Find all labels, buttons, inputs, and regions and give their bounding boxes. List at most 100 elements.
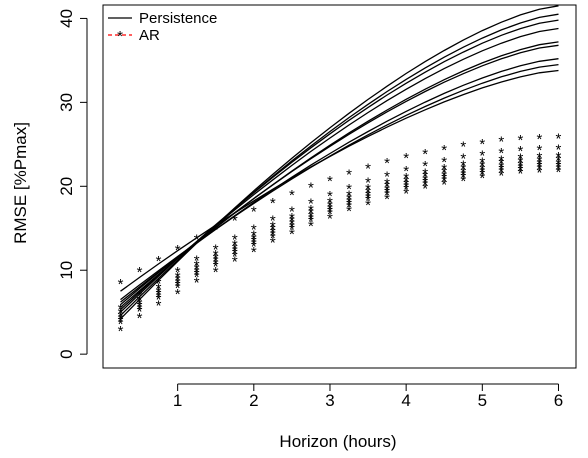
y-tick-label: 30 xyxy=(57,93,76,112)
ar-point: * xyxy=(460,161,466,178)
ar-point: * xyxy=(346,188,352,205)
ar-point: * xyxy=(327,206,333,223)
ar-point: * xyxy=(232,237,238,254)
ar-point: * xyxy=(156,280,162,297)
ar-point: * xyxy=(251,203,257,220)
ar-point: * xyxy=(137,301,143,318)
ar-point: * xyxy=(194,261,200,278)
ar-point: * xyxy=(517,157,523,174)
ar-point: * xyxy=(365,185,371,202)
ar-point: * xyxy=(175,280,181,297)
ar-point: * xyxy=(498,156,504,173)
ar-point: * xyxy=(213,242,219,259)
ar-point: * xyxy=(537,131,543,148)
ar-point: * xyxy=(498,134,504,151)
ar-point: * xyxy=(479,161,485,178)
ar-point: * xyxy=(118,309,124,326)
legend-label: AR xyxy=(139,27,160,44)
ar-point: * xyxy=(460,169,466,186)
ar-point: * xyxy=(556,149,562,166)
ar-point: * xyxy=(537,142,543,159)
ar-point: * xyxy=(213,222,219,239)
ar-point: * xyxy=(289,204,295,221)
ar-point: * xyxy=(346,166,352,183)
ar-point: * xyxy=(460,164,466,181)
ar-point: * xyxy=(346,203,352,220)
ar-point: * xyxy=(422,177,428,194)
ar-point: * xyxy=(556,156,562,173)
ar-point: * xyxy=(156,284,162,301)
ar-point: * xyxy=(498,167,504,184)
ar-point: * xyxy=(327,188,333,205)
ar-point: * xyxy=(498,152,504,169)
ar-point: * xyxy=(403,173,409,190)
ar-point: * xyxy=(498,162,504,179)
ar-point: * xyxy=(251,227,257,244)
ar-point: * xyxy=(289,187,295,204)
ar-point: * xyxy=(251,234,257,251)
ar-point: * xyxy=(384,182,390,199)
persistence-curve-4 xyxy=(120,27,559,311)
ar-point: * xyxy=(556,158,562,175)
x-tick-label: 2 xyxy=(249,391,258,410)
ar-point: * xyxy=(156,289,162,306)
ar-point: * xyxy=(346,181,352,198)
y-axis-label: RMSE [%Pmax] xyxy=(11,122,30,244)
ar-series-8: ********** * * * * * * * * * * * * * * xyxy=(118,164,562,340)
persistence-curve-3 xyxy=(120,19,559,313)
ar-point: * xyxy=(118,316,124,333)
ar-point: * xyxy=(289,213,295,230)
ar-point: * xyxy=(460,158,466,175)
persistence-curve-5 xyxy=(120,41,559,308)
ar-point: * xyxy=(537,156,543,173)
ar-point: * xyxy=(479,166,485,183)
ar-point: * xyxy=(346,191,352,208)
ar-point: * xyxy=(365,188,371,205)
y-tick-label: 40 xyxy=(57,9,76,28)
ar-point: * xyxy=(156,286,162,303)
ar-point: * xyxy=(403,186,409,203)
y-tick-label: 0 xyxy=(57,349,76,358)
ar-point: * xyxy=(346,199,352,216)
ar-point: * xyxy=(365,193,371,210)
ar-point: * xyxy=(289,210,295,227)
ar-point: * xyxy=(441,173,447,190)
ar-point: * xyxy=(403,179,409,196)
axes: 1 2 3 4 5 6 0 10 20 30 40 xyxy=(57,9,563,410)
ar-point: * xyxy=(517,132,523,149)
ar-point: * xyxy=(384,155,390,172)
ar-point: * xyxy=(498,159,504,176)
ar-point: * xyxy=(479,164,485,181)
ar-point: * xyxy=(441,154,447,171)
ar-point: * xyxy=(327,173,333,190)
x-axis-label: Horizon (hours) xyxy=(279,432,396,451)
ar-point: * xyxy=(517,162,523,179)
ar-point: * xyxy=(118,314,124,331)
ar-point: * xyxy=(517,143,523,160)
ar-point: * xyxy=(232,254,238,271)
ar-point: * xyxy=(213,264,219,281)
ar-point: * xyxy=(537,149,543,166)
ar-point: * xyxy=(403,182,409,199)
ar-point: * xyxy=(365,160,371,177)
legend-label: Persistence xyxy=(139,10,217,27)
ar-point: * xyxy=(441,168,447,185)
ar-point: * xyxy=(384,184,390,201)
ar-point: * xyxy=(251,222,257,239)
ar-point: * xyxy=(270,235,276,252)
ar-point: * xyxy=(308,208,314,225)
ar-point: * xyxy=(118,305,124,322)
ar-series-group: ******** * * * * * * * * * * * * * * * *********** * * * * * *… xyxy=(118,131,562,340)
ar-point: * xyxy=(327,198,333,215)
ar-point: * xyxy=(194,232,200,249)
ar-point: * xyxy=(384,191,390,208)
ar-point: * xyxy=(479,158,485,175)
ar-point: * xyxy=(118,301,124,318)
ar-point: * xyxy=(232,240,238,257)
ar-point: * xyxy=(232,243,238,260)
ar-point: * xyxy=(232,231,238,248)
ar-point: * xyxy=(346,194,352,211)
ar-point: * xyxy=(422,165,428,182)
ar-point: * xyxy=(194,264,200,281)
